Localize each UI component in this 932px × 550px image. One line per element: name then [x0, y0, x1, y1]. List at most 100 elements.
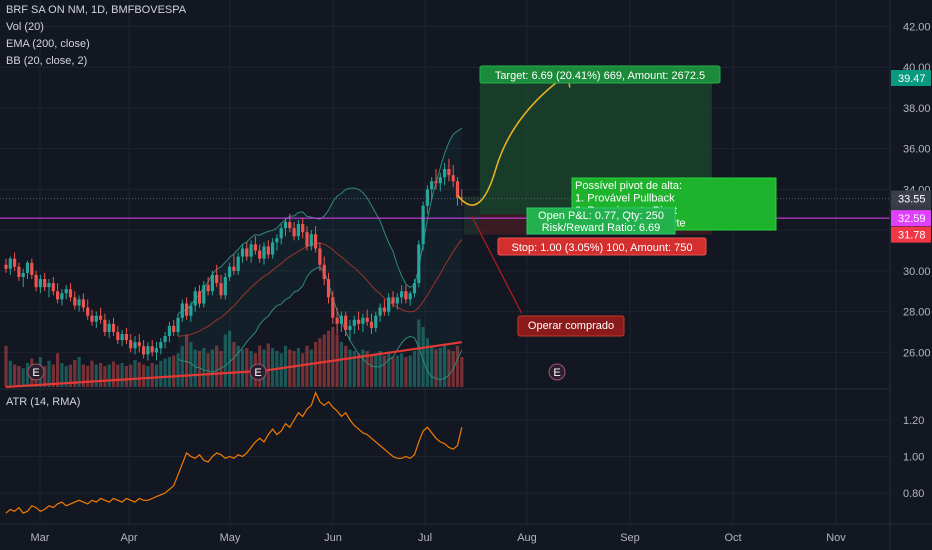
earnings-marker: E [27, 363, 45, 381]
volume-bar [21, 368, 25, 387]
volume-bar [17, 366, 21, 387]
candle [159, 338, 163, 355]
candle [137, 334, 141, 353]
candle [279, 224, 283, 245]
symbol-title[interactable]: BRF SA ON NM, 1D, BMFBOVESPA [6, 4, 187, 16]
candle [309, 230, 313, 251]
candle [154, 342, 159, 361]
target-label: Target: 6.69 (20.41%) 669, Amount: 2672.… [479, 65, 721, 84]
candle-body [219, 283, 223, 296]
volume-bar [146, 366, 150, 387]
candle-body [245, 248, 249, 257]
candle [197, 285, 202, 308]
candle [64, 285, 68, 300]
candle-body [425, 189, 429, 206]
annotations[interactable]: E E E Target: 6.69 (20.41%) 669, Amount: 26… [27, 65, 777, 381]
candle-body [64, 289, 68, 294]
candle-body [150, 346, 154, 353]
candles[interactable] [4, 158, 464, 361]
candle [206, 276, 210, 296]
candle [150, 340, 154, 357]
volume-bar [417, 319, 421, 387]
volume-bar [167, 357, 171, 387]
volume-bar [4, 345, 8, 387]
candle [283, 217, 288, 237]
volume-bar [357, 353, 361, 387]
candle [344, 311, 348, 337]
candle [348, 319, 352, 341]
legend-ema[interactable]: EMA (200, close) [6, 38, 90, 50]
earnings-marker: E [548, 363, 566, 381]
volume-bar [412, 351, 417, 387]
stop-label-text: Stop: 1.00 (3.05%) 100, Amount: 750 [511, 242, 692, 254]
legend-bb[interactable]: BB (20, close, 2) [6, 55, 88, 67]
candle [60, 289, 64, 306]
candle-body [129, 340, 133, 349]
candle [90, 309, 94, 326]
axes[interactable]: 42.0040.0038.0036.0034.0032.0030.0028.00… [31, 21, 931, 544]
volume-bar [395, 355, 399, 387]
candle [378, 303, 382, 322]
candle [4, 258, 8, 273]
candle [103, 313, 107, 337]
candle-body [305, 232, 309, 247]
volume-bar [94, 364, 98, 387]
candle [86, 299, 90, 320]
volume-bar [13, 364, 17, 387]
candle [400, 285, 404, 304]
candle-body [348, 325, 352, 330]
candle [425, 185, 429, 214]
volume-bar [43, 366, 47, 387]
candle-body [25, 262, 30, 273]
volume-bar [90, 360, 94, 387]
candle-body [133, 342, 137, 349]
candle [438, 173, 442, 192]
earnings-letter: E [32, 367, 39, 379]
candle-body [309, 234, 313, 247]
candle [361, 313, 365, 332]
candle-body [17, 266, 21, 277]
volume-bar [339, 342, 343, 387]
volume-bar [193, 349, 197, 387]
earnings-circle [27, 363, 45, 381]
candle [21, 268, 25, 288]
candle-body [172, 325, 176, 332]
candle-body [395, 297, 399, 304]
volume-bar [99, 363, 103, 387]
volume-bar [219, 351, 223, 387]
candle [120, 329, 124, 347]
candle-body [275, 238, 279, 243]
candle [322, 256, 326, 286]
candle [167, 321, 171, 343]
price-badge: 32.59 [891, 210, 931, 227]
candle-body [249, 244, 253, 257]
candle [223, 272, 227, 300]
candle-body [99, 315, 103, 320]
candle-body [146, 346, 150, 355]
candle-body [288, 221, 292, 229]
volume-bar [116, 364, 120, 387]
legend-volume[interactable]: Vol (20) [6, 21, 44, 33]
candle-body [94, 315, 98, 322]
candle-body [215, 274, 219, 284]
candle-body [240, 248, 245, 257]
volume-bar [387, 353, 391, 387]
candle-body [77, 299, 81, 306]
open-pnl-zone [463, 196, 480, 235]
candle [17, 262, 21, 282]
candle-body [60, 293, 64, 300]
candle [176, 313, 180, 337]
candle [81, 293, 85, 312]
candle-body [56, 291, 60, 300]
volume-bar [215, 345, 219, 387]
volume-bar [301, 353, 305, 387]
volume-bar [365, 351, 369, 387]
legend-atr[interactable]: ATR (14, RMA) [6, 396, 81, 408]
candle [292, 221, 296, 241]
volume-bar [288, 349, 292, 387]
price-badge-bg [891, 226, 931, 243]
candle [73, 291, 77, 310]
candle [180, 299, 184, 322]
volume-bar [150, 363, 154, 387]
